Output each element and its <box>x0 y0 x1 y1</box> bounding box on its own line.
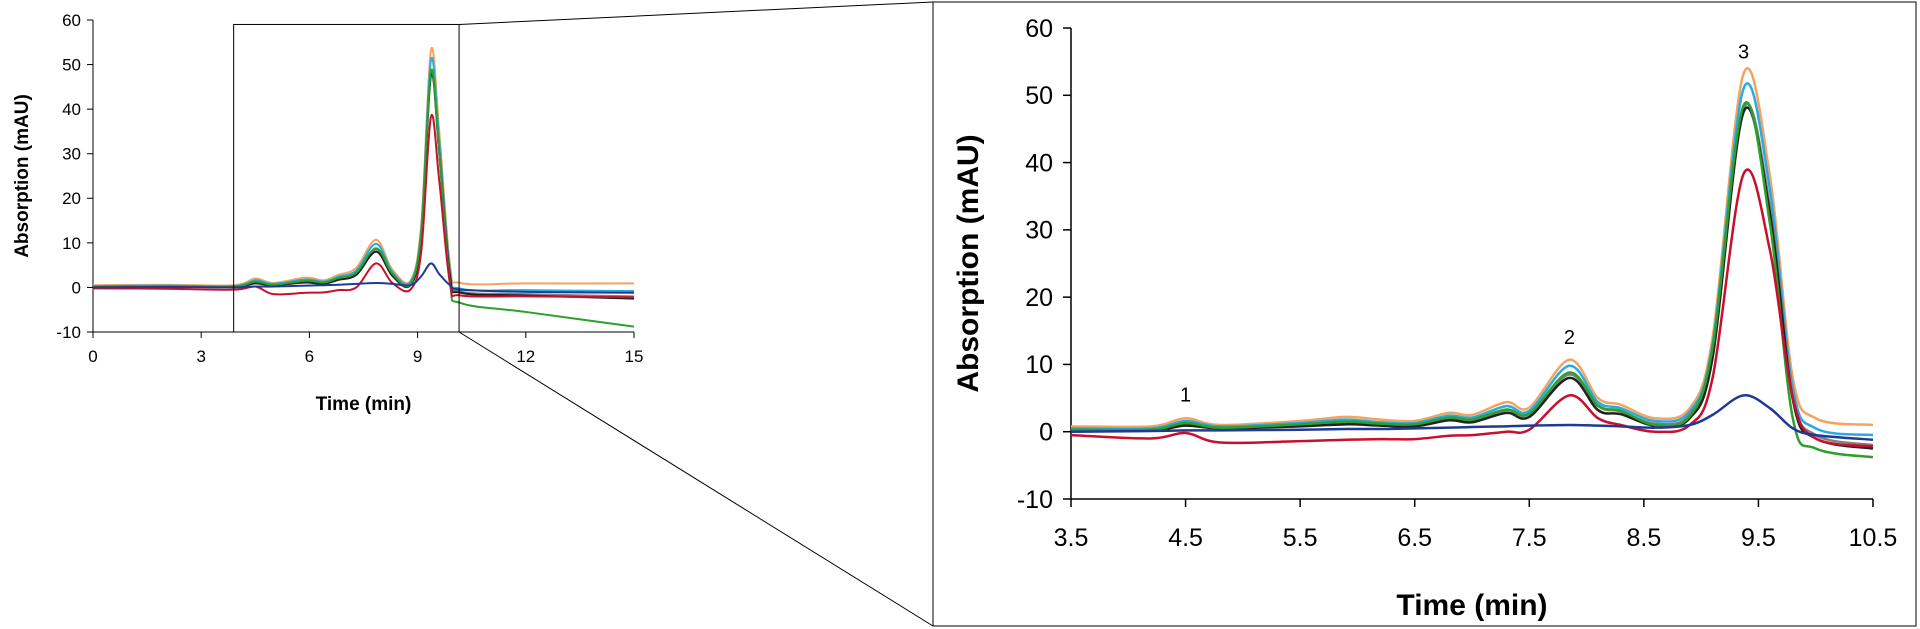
y-tick-label: 50 <box>1025 82 1053 110</box>
y-tick-label: 40 <box>62 100 81 119</box>
y-tick-label: 60 <box>1025 15 1053 43</box>
y-axis-title: Absorption (mAU) <box>952 134 985 392</box>
series-line-3 <box>1071 102 1874 447</box>
y-tick-label: 20 <box>1025 284 1053 312</box>
connector-line-top <box>459 1 934 25</box>
x-tick-label: 3 <box>196 347 205 366</box>
x-tick-label: 10.5 <box>1849 524 1898 552</box>
connector-line-bottom <box>458 331 934 627</box>
overview-chart: -10 0 10 20 30 40 50 60 0 3 6 9 12 15 Time (min) Absorp… <box>12 11 643 415</box>
series-line-7 <box>93 262 635 294</box>
x-tick-label: 9 <box>413 347 422 366</box>
y-tick-label: 50 <box>62 56 81 75</box>
y-tick-label: -10 <box>56 323 81 342</box>
x-axis-title: Time (min) <box>1396 589 1547 622</box>
y-tick-label: 60 <box>62 11 81 30</box>
y-tick-label: 0 <box>72 278 81 297</box>
peak-label-3: 3 <box>1738 41 1749 63</box>
zoom-chart: -10 0 10 20 30 40 50 60 3.5 4.5 5.5 6.5 7.5 8.5 9.5 10.… <box>952 15 1897 622</box>
series-line-1 <box>1071 67 1874 429</box>
y-tick-label: 40 <box>1025 149 1053 177</box>
series-group <box>93 46 635 328</box>
x-tick-label: 7.5 <box>1512 524 1547 552</box>
series-line-6 <box>93 113 635 299</box>
zoom-panel-frame <box>932 1 1917 627</box>
peak-label-1: 1 <box>1180 384 1191 406</box>
x-tick-label: 8.5 <box>1626 524 1661 552</box>
y-tick-label: -10 <box>1017 486 1053 514</box>
x-tick-label: 6.5 <box>1397 524 1432 552</box>
x-tick-label: 9.5 <box>1741 524 1776 552</box>
x-axis-title: Time (min) <box>316 394 412 415</box>
series-line-6 <box>1071 168 1874 448</box>
x-tick-label: 6 <box>305 347 314 366</box>
series-line-7 <box>1071 394 1874 442</box>
series-line-1 <box>93 46 635 287</box>
y-tick-label: 0 <box>1039 418 1053 446</box>
y-tick-label: 10 <box>1025 351 1053 379</box>
x-tick-label: 12 <box>516 347 535 366</box>
x-tick-label: 4.5 <box>1168 524 1203 552</box>
x-tick-label: 15 <box>625 347 644 366</box>
series-group <box>1071 67 1874 459</box>
zoom-region-box <box>233 23 460 333</box>
y-tick-label: 30 <box>62 145 81 164</box>
x-tick-label: 3.5 <box>1054 524 1089 552</box>
series-line-5 <box>1071 101 1874 459</box>
y-axis-title: Absorption (mAU) <box>12 94 33 258</box>
y-tick-label: 30 <box>1025 217 1053 245</box>
peak-label-2: 2 <box>1564 327 1575 349</box>
y-tick-label: 10 <box>62 234 81 253</box>
y-tick-label: 20 <box>62 189 81 208</box>
series-line-2 <box>1071 82 1874 437</box>
x-tick-label: 0 <box>88 347 97 366</box>
zoom-connector-lines <box>233 1 1917 627</box>
x-tick-label: 5.5 <box>1283 524 1318 552</box>
